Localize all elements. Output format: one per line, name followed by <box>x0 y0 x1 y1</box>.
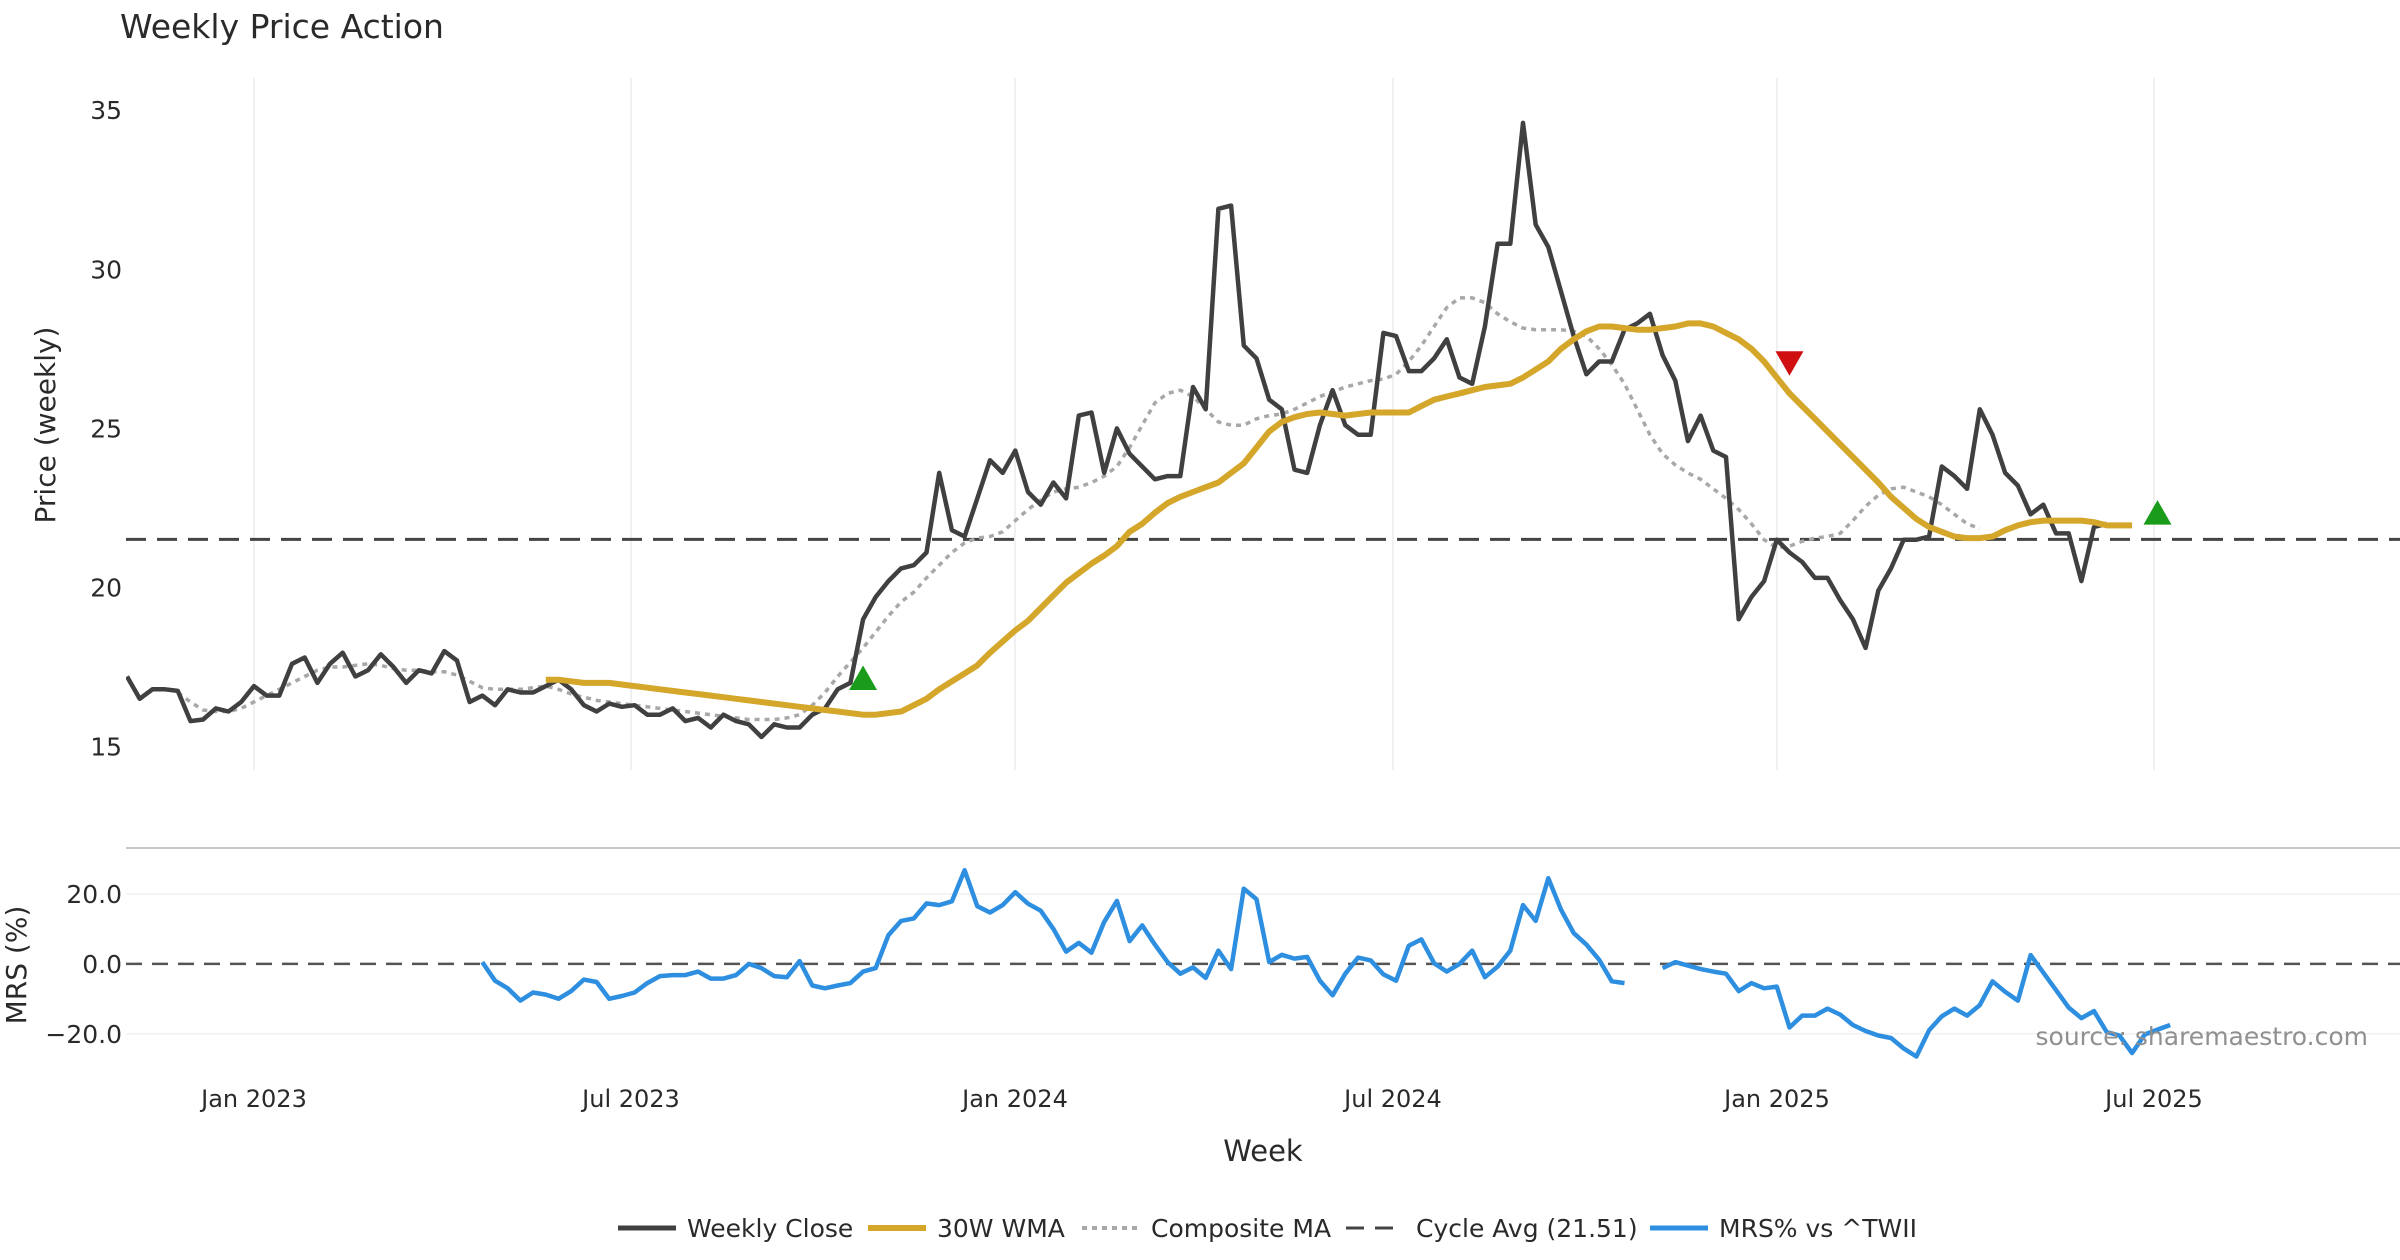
y-tick-label: 20 <box>90 573 122 602</box>
x-tick-label: Jan 2025 <box>1722 1085 1830 1113</box>
mrs-series <box>480 867 2171 1059</box>
x-tick-label: Jul 2023 <box>580 1085 680 1113</box>
buy-signal-marker <box>849 665 878 691</box>
legend-label: Weekly Close <box>687 1214 853 1243</box>
buy-signal-marker <box>2143 500 2172 525</box>
mrs-y-axis: 20.0 0.0 −20.0 <box>45 880 122 1049</box>
mrs-tick-label: 20.0 <box>66 880 122 909</box>
x-tick-label: Jan 2024 <box>960 1085 1068 1113</box>
mrs-y-axis-label: MRS (%) <box>0 906 33 1025</box>
legend-label: Composite MA <box>1151 1214 1331 1243</box>
legend-item-mrs: MRS% vs ^TWII <box>1650 1214 1917 1243</box>
sell-signal-marker <box>1775 351 1804 376</box>
legend: Weekly Close 30W WMA Composite MA Cycle … <box>618 1214 1917 1243</box>
weekly-close-series <box>126 120 2108 740</box>
mrs-tick-label: −20.0 <box>45 1020 122 1049</box>
y-tick-label: 30 <box>90 255 122 284</box>
price-gridlines <box>253 78 2155 770</box>
mrs-tick-label: 0.0 <box>82 950 122 979</box>
source-text: source: sharemaestro.com <box>2036 1022 2369 1051</box>
legend-label: MRS% vs ^TWII <box>1719 1214 1917 1243</box>
price-y-axis: 15 20 25 30 35 <box>90 96 122 761</box>
x-axis-label: Week <box>1223 1134 1303 1168</box>
price-y-axis-label: Price (weekly) <box>29 327 62 524</box>
y-tick-label: 25 <box>90 414 122 443</box>
x-tick-label: Jul 2025 <box>2103 1085 2203 1113</box>
legend-label: 30W WMA <box>937 1214 1065 1243</box>
x-axis: Jan 2023 Jul 2023 Jan 2024 Jul 2024 Jan 2025… <box>199 1085 2203 1113</box>
legend-item-composite-ma: Composite MA <box>1082 1214 1331 1243</box>
x-tick-label: Jul 2024 <box>1342 1085 1442 1113</box>
y-tick-label: 15 <box>90 733 122 762</box>
legend-item-30w-wma: 30W WMA <box>868 1214 1065 1243</box>
legend-item-weekly-close: Weekly Close <box>618 1214 853 1243</box>
wma-30w-series <box>545 320 2133 718</box>
legend-item-cycle-avg: Cycle Avg (21.51) <box>1346 1214 1638 1243</box>
y-tick-label: 35 <box>90 96 122 125</box>
mrs-gridlines <box>126 893 2400 1035</box>
x-tick-label: Jan 2023 <box>199 1085 307 1113</box>
chart-title: Weekly Price Action <box>120 7 444 46</box>
legend-label: Cycle Avg (21.51) <box>1416 1214 1638 1243</box>
